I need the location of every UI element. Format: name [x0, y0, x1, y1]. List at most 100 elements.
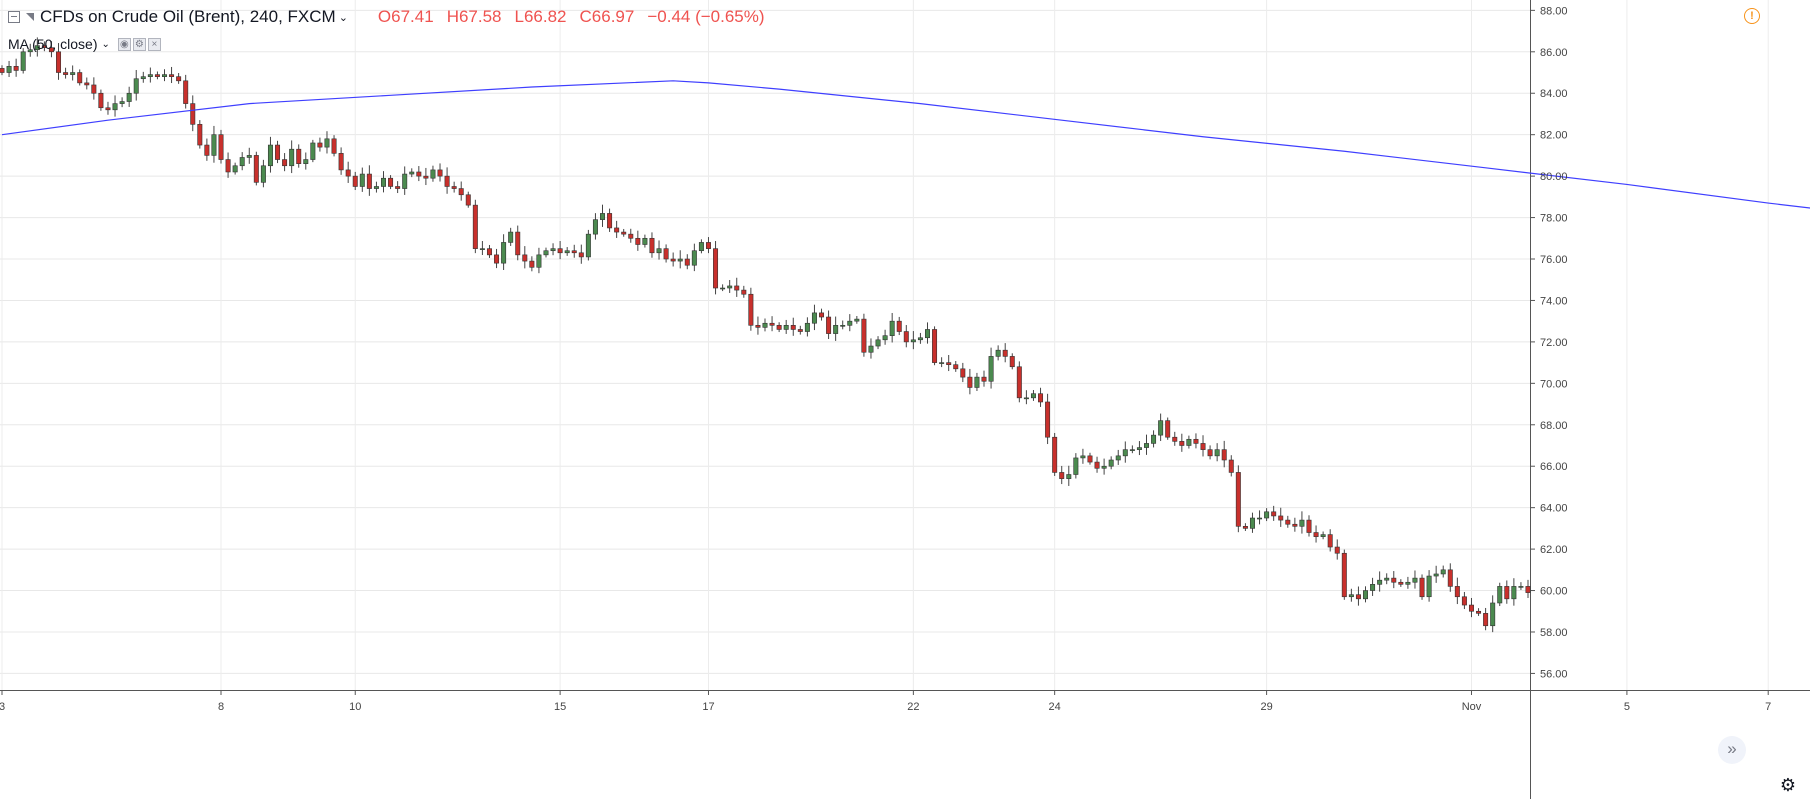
candle-body — [366, 173, 372, 189]
candle-body — [854, 318, 860, 322]
candle-body — [903, 331, 909, 343]
candle-body — [147, 74, 153, 77]
candle-body — [967, 376, 973, 388]
candle-body — [197, 124, 203, 146]
candle-body — [939, 362, 945, 364]
candle-body — [896, 320, 902, 332]
candle-body — [925, 329, 930, 339]
candle-body — [705, 242, 711, 249]
candle-body — [1292, 523, 1298, 527]
open-value: O67.41 — [377, 7, 434, 26]
candle-body — [649, 237, 655, 254]
candle-body — [345, 169, 351, 177]
candle-body — [1052, 436, 1058, 473]
chevron-down-icon[interactable]: ⌄ — [101, 38, 110, 50]
x-tick-label: 22 — [907, 701, 919, 713]
candle-body — [804, 322, 810, 332]
candle-body — [1249, 517, 1255, 529]
candle-body — [1144, 443, 1149, 448]
candle-body — [1080, 455, 1086, 459]
candle-body — [1087, 455, 1093, 463]
chart-grid — [0, 0, 1769, 690]
candle-body — [437, 169, 443, 177]
candle-body — [1165, 420, 1171, 438]
candle-body — [670, 258, 676, 262]
candle-body — [1066, 474, 1072, 479]
candle-body — [119, 101, 125, 104]
eye-icon[interactable]: ◉ — [117, 37, 131, 51]
settings-icon[interactable]: ⚙ — [132, 37, 146, 51]
candle-body — [1115, 455, 1121, 461]
chevron-down-icon[interactable]: ⌄ — [338, 11, 348, 24]
candle-body — [381, 177, 386, 187]
y-tick-label: 64.00 — [1540, 503, 1568, 515]
candle-body — [0, 68, 5, 73]
x-tick-label: 29 — [1260, 701, 1272, 713]
candle-body — [1257, 517, 1263, 520]
candle-body — [1073, 457, 1079, 475]
candle-body — [557, 248, 563, 254]
ohlc-values: O67.41 H67.58 L66.82 C66.97 −0.44 (−0.65… — [378, 7, 765, 27]
candle-body — [1002, 349, 1008, 357]
candle-body — [1158, 420, 1164, 436]
candle-body — [910, 339, 916, 343]
candle-body — [1454, 586, 1460, 598]
y-tick-label: 84.00 — [1540, 88, 1568, 100]
candle-body — [444, 175, 450, 187]
candle-body — [1341, 552, 1347, 598]
candle-body — [105, 107, 111, 111]
candle-body — [395, 186, 401, 189]
x-tick-label: 17 — [702, 701, 714, 713]
candle-body — [169, 74, 175, 77]
candle-body — [564, 250, 570, 254]
candle-body — [1023, 397, 1029, 400]
candle-body — [267, 144, 273, 167]
candle-body — [953, 364, 959, 370]
candle-body — [98, 92, 104, 109]
price-axis-labels: 56.00 58.00 60.00 62.00 64.00 66.00 68.00 70.00… — [1540, 5, 1568, 680]
candle-body — [868, 345, 874, 353]
candle-body — [465, 194, 471, 206]
candle-body — [1348, 594, 1354, 598]
candle-body — [1426, 575, 1432, 598]
x-tick-label: 10 — [349, 701, 361, 713]
y-tick-label: 66.00 — [1540, 461, 1568, 473]
scroll-right-icon[interactable]: » — [1718, 736, 1746, 764]
candle-body — [1038, 393, 1044, 403]
candle-body — [790, 325, 796, 330]
candle-body — [1468, 604, 1474, 612]
candle-body — [1151, 434, 1157, 444]
candle-body — [691, 250, 697, 266]
candle-body — [211, 134, 217, 156]
indicator-label[interactable]: MA (50, close) — [8, 36, 98, 52]
alert-icon[interactable]: ! — [1744, 8, 1760, 24]
y-tick-label: 72.00 — [1540, 337, 1568, 349]
candle-body — [727, 285, 733, 289]
y-tick-label: 78.00 — [1540, 213, 1568, 225]
y-tick-label: 88.00 — [1540, 5, 1568, 17]
flag-icon[interactable] — [26, 13, 34, 21]
candle-body — [289, 148, 295, 167]
candle-body — [1370, 584, 1376, 591]
candle-body — [402, 173, 408, 189]
y-tick-label: 60.00 — [1540, 586, 1568, 598]
x-tick-label: 8 — [218, 701, 224, 713]
candle-body — [41, 45, 47, 48]
candle-body — [847, 320, 853, 326]
gear-icon[interactable]: ⚙ — [1779, 775, 1797, 795]
candlestick-series — [0, 37, 1531, 633]
candle-body — [232, 165, 238, 173]
candle-body — [882, 335, 888, 341]
candle-body — [861, 318, 867, 353]
candle-body — [1235, 472, 1241, 527]
candle-body — [755, 325, 761, 328]
collapse-icon[interactable] — [8, 11, 20, 23]
close-icon[interactable]: × — [147, 37, 161, 51]
symbol-title[interactable]: CFDs on Crude Oil (Brent), 240, FXCM — [40, 7, 336, 26]
candle-body — [310, 142, 316, 160]
candle-body — [1200, 443, 1206, 450]
candle-body — [56, 51, 62, 73]
y-tick-label: 70.00 — [1540, 378, 1568, 390]
candle-body — [1440, 569, 1446, 575]
